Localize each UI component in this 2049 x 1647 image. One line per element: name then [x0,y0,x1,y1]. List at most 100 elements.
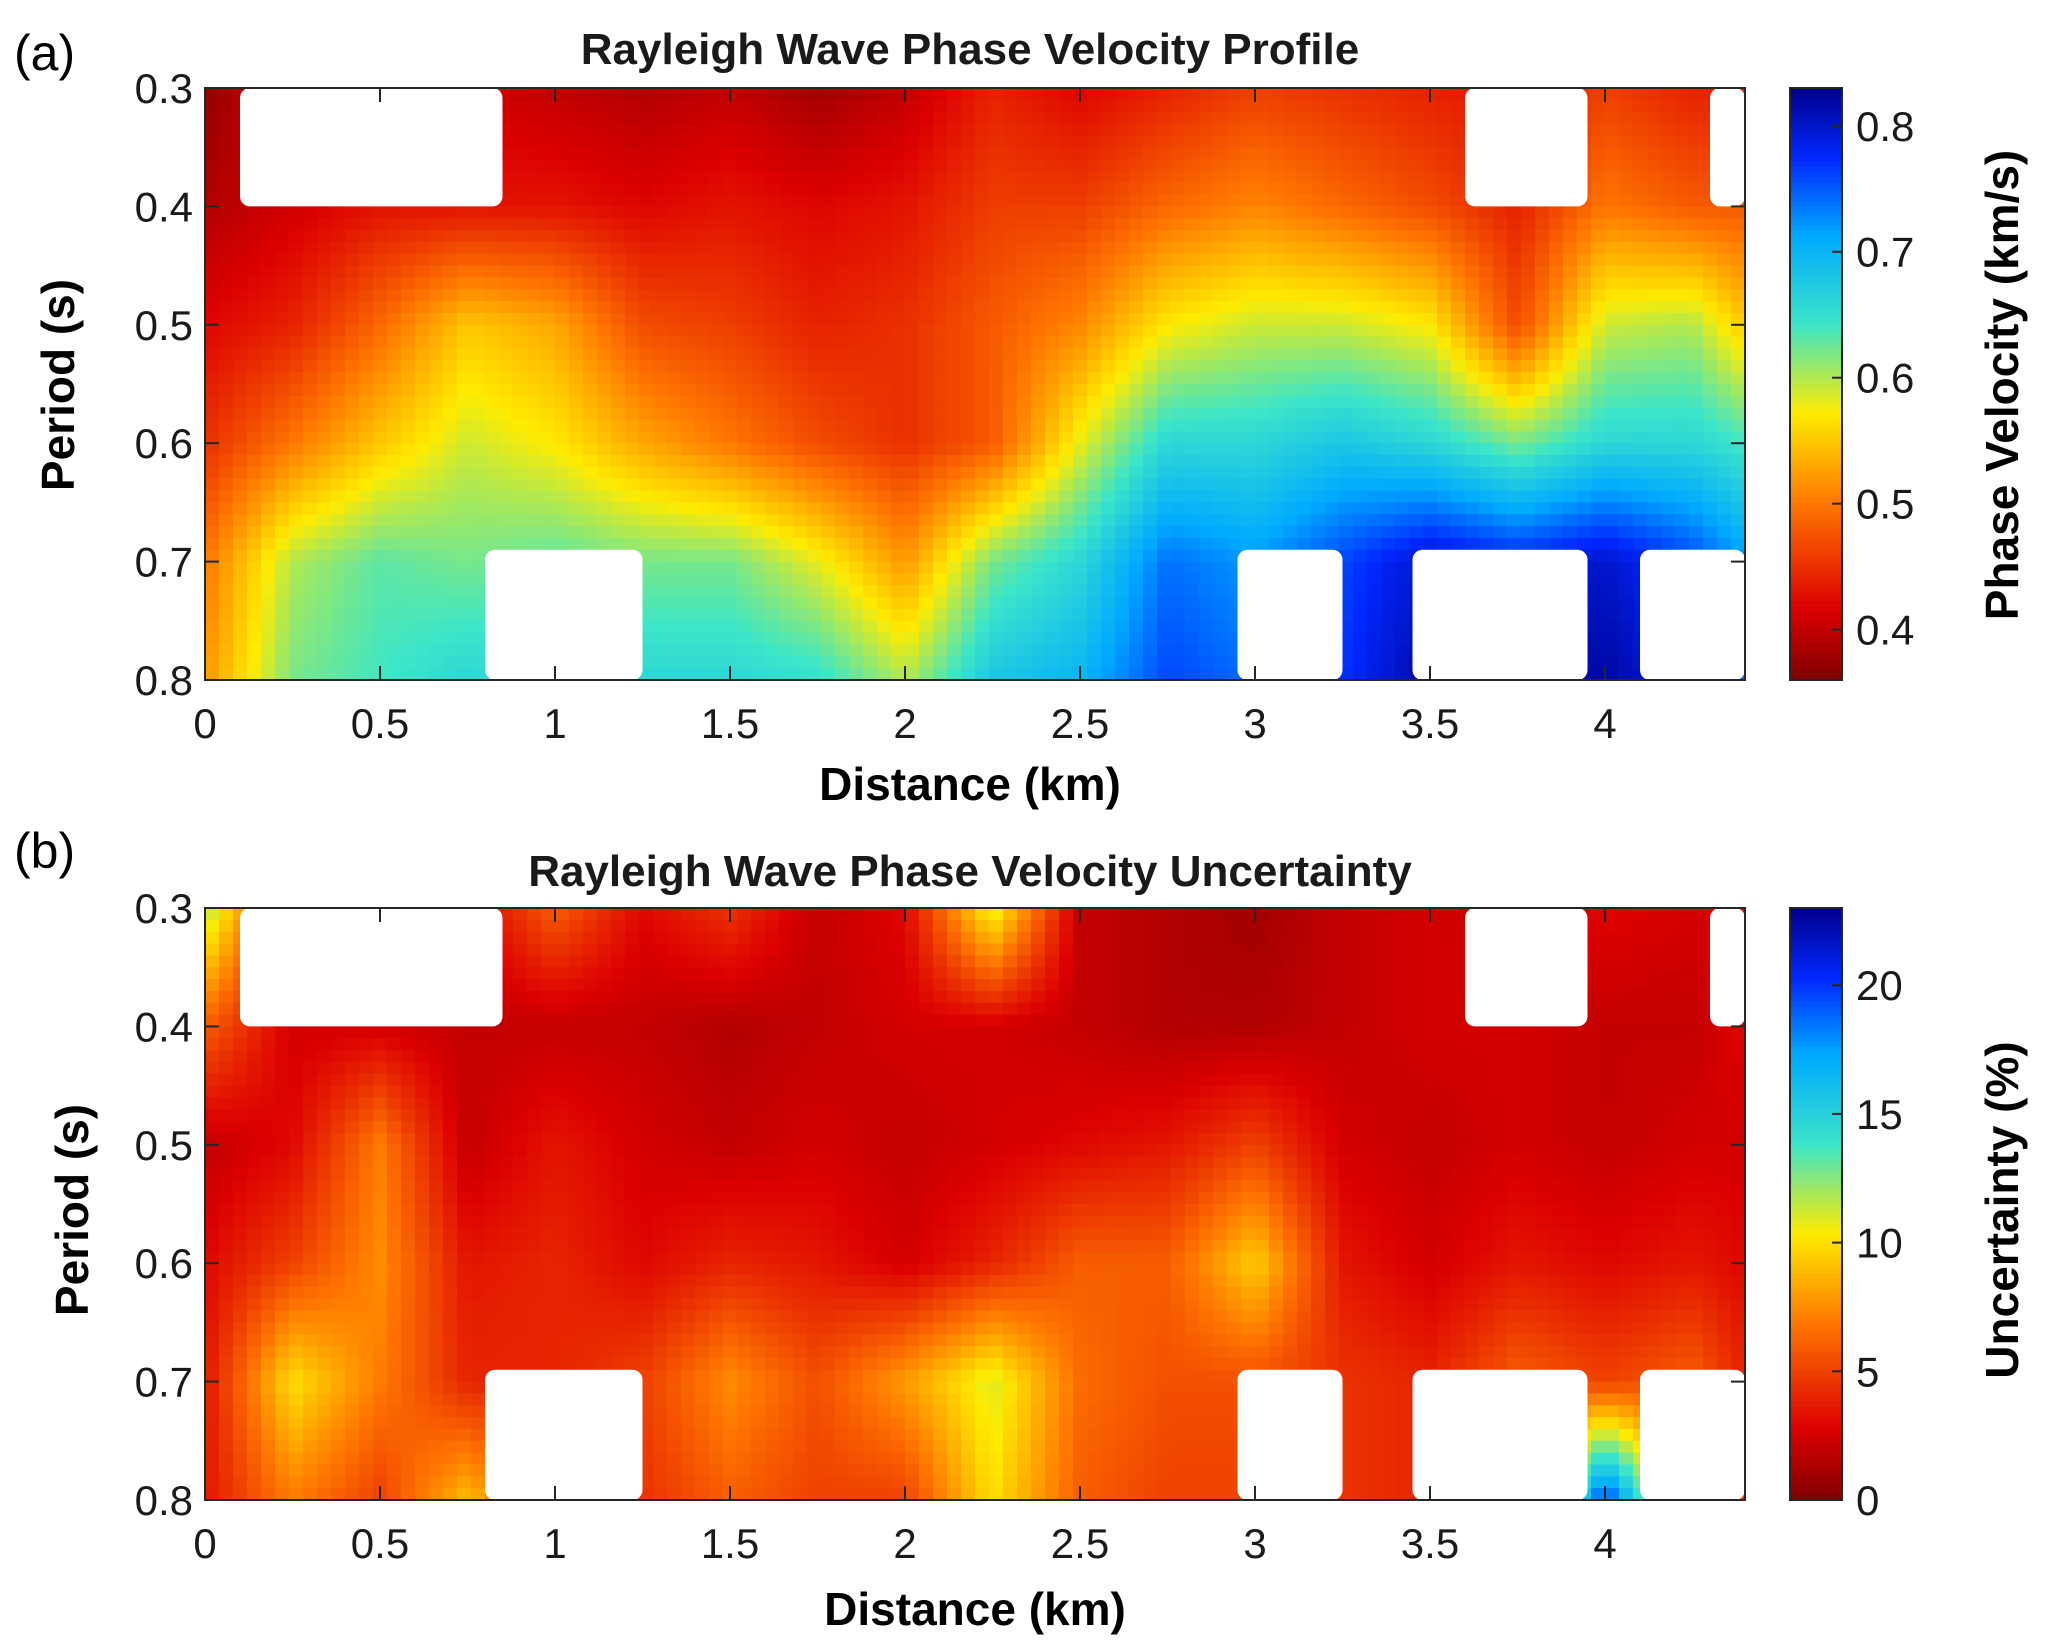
heatmap-cell [583,265,598,279]
heatmap-cell [905,253,920,267]
heatmap-cell [1437,206,1452,219]
heatmap-cell [303,289,318,302]
heatmap-cell [737,526,752,539]
heatmap-cell [849,336,864,350]
heatmap-cell [975,289,990,302]
heatmap-cell [471,597,486,610]
heatmap-cell [401,395,416,409]
heatmap-cell [527,265,542,279]
heatmap-cell [317,466,332,480]
heatmap-cell [317,348,332,361]
heatmap-cell [1339,443,1354,456]
heatmap-cell [1451,277,1466,290]
heatmap-cell [1017,265,1032,279]
heatmap-cell [919,549,934,563]
heatmap-cell [695,585,710,598]
heatmap-cell [1157,597,1172,610]
heatmap-cell [807,608,822,622]
heatmap-cell [1451,301,1466,314]
heatmap-cell [779,253,794,267]
heatmap-cell [1353,312,1368,326]
heatmap-cell [1115,431,1130,444]
heatmap-cell [709,159,724,172]
heatmap-cell [317,289,332,302]
heatmap-cell [331,514,346,527]
heatmap-cell [1171,159,1186,172]
heatmap-cell [569,324,584,338]
heatmap-cell [457,289,472,302]
heatmap-cell [247,419,262,432]
heatmap-cell [765,526,780,539]
heatmap-cell [1493,372,1508,385]
heatmap-cell [723,241,738,255]
heatmap-cell [1059,466,1074,480]
heatmap-cell [1381,526,1396,539]
heatmap-cell [625,135,640,148]
heatmap-cell [779,265,794,279]
heatmap-cell [499,182,514,196]
heatmap-cell [289,230,304,243]
heatmap-cell [303,561,318,575]
heatmap-cell [1409,159,1424,172]
heatmap-cell [331,585,346,598]
heatmap-cell [905,597,920,610]
heatmap-cell [1717,537,1732,551]
heatmap-cell [919,514,934,527]
heatmap-cell [779,561,794,575]
heatmap-cell [737,159,752,172]
heatmap-cell [331,395,346,409]
heatmap-cell [1409,514,1424,527]
heatmap-cell [331,289,346,302]
heatmap-cell [1465,372,1480,385]
heatmap-cell [1115,360,1130,373]
heatmap-cell [611,159,626,172]
heatmap-cell [1437,230,1452,243]
heatmap-cell [1213,159,1228,172]
heatmap-cell [1507,395,1522,409]
heatmap-cell [1619,608,1634,622]
heatmap-cell [1003,123,1018,136]
heatmap-cell [1073,159,1088,172]
heatmap-cell [317,502,332,515]
heatmap-cell [863,395,878,409]
heatmap-cell [961,537,976,551]
heatmap-cell [961,253,976,267]
heatmap-cell [1101,443,1116,456]
heatmap-cell [583,443,598,456]
heatmap-cell [443,561,458,575]
heatmap-cell [1633,455,1648,468]
heatmap-cell [1087,608,1102,622]
heatmap-cell [723,419,738,432]
heatmap-cell [709,597,724,610]
heatmap-cell [1059,147,1074,160]
heatmap-cell [1227,123,1242,136]
heatmap-cell [1227,159,1242,172]
heatmap-cell [947,360,962,373]
heatmap-cell [779,206,794,219]
heatmap-cell [975,194,990,207]
heatmap-cell [1689,419,1704,432]
heatmap-cell [1647,253,1662,267]
heatmap-cell [499,478,514,492]
heatmap-cell [1339,419,1354,432]
heatmap-cell [1381,502,1396,515]
heatmap-cell [1227,312,1242,326]
heatmap-cell [667,514,682,527]
heatmap-cell [527,502,542,515]
heatmap-cell [1213,526,1228,539]
heatmap-cell [975,466,990,480]
heatmap-cell [317,561,332,575]
heatmap-cell [401,502,416,515]
heatmap-cell [233,490,248,503]
heatmap-cell [541,348,556,361]
heatmap-cell [751,194,766,207]
heatmap-cell [1101,478,1116,492]
heatmap-cell [541,230,556,243]
heatmap-cell [1633,194,1648,207]
heatmap-cell [1577,419,1592,432]
heatmap-cell [1059,312,1074,326]
heatmap-cell [639,384,654,397]
heatmap-cell [1367,608,1382,622]
heatmap-cell [205,182,220,196]
heatmap-cell [1129,384,1144,397]
